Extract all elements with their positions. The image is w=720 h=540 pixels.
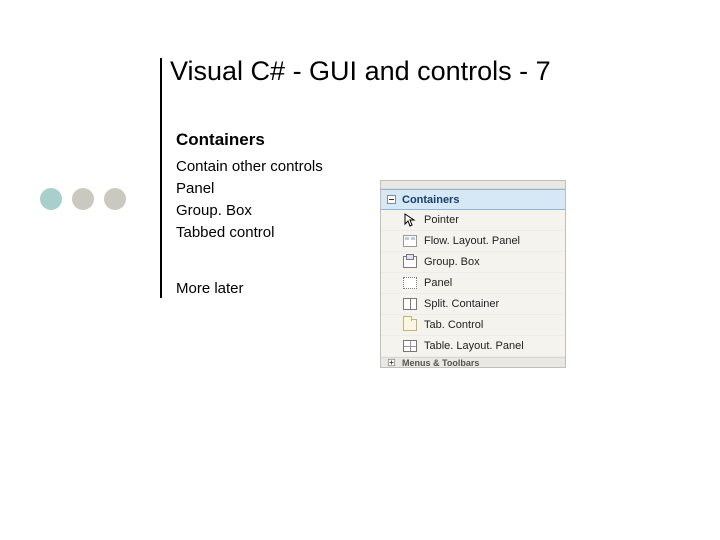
toolbox-item-tabcontrol[interactable]: Tab. Control <box>381 315 565 336</box>
tabcontrol-icon <box>402 317 418 333</box>
slide-subtitle: Containers <box>176 130 265 150</box>
title-divider <box>160 58 162 298</box>
splitcontainer-icon <box>402 296 418 312</box>
collapse-icon[interactable] <box>387 195 396 204</box>
toolbox-item-label: Tab. Control <box>424 319 483 331</box>
panel-icon <box>402 275 418 291</box>
body-line-4: Tabbed control <box>176 222 323 244</box>
toolbox-header-label: Containers <box>402 194 459 206</box>
toolbox-header-menus[interactable]: Menus & Toolbars <box>381 357 565 367</box>
body-line-1: Contain other controls <box>176 156 323 178</box>
toolbox-header-label: Menus & Toolbars <box>402 358 479 368</box>
more-later-text: More later <box>176 280 244 297</box>
slide-title: Visual C# - GUI and controls - 7 <box>170 56 551 87</box>
toolbox-item-label: Split. Container <box>424 298 499 310</box>
dot-1 <box>40 188 62 210</box>
slide-body: Contain other controls Panel Group. Box … <box>176 156 323 244</box>
toolbox-item-groupbox[interactable]: Group. Box <box>381 252 565 273</box>
toolbox-item-flowlayoutpanel[interactable]: Flow. Layout. Panel <box>381 231 565 252</box>
toolbox-truncated-top <box>381 181 565 189</box>
toolbox-item-label: Table. Layout. Panel <box>424 340 524 352</box>
toolbox-item-label: Group. Box <box>424 256 480 268</box>
toolbox-item-label: Panel <box>424 277 452 289</box>
pointer-icon <box>402 212 418 228</box>
toolbox-panel: Containers Pointer Flow. Layout. Panel G… <box>380 180 566 368</box>
groupbox-icon <box>402 254 418 270</box>
toolbox-item-label: Pointer <box>424 214 459 226</box>
toolbox-item-label: Flow. Layout. Panel <box>424 235 520 247</box>
toolbox-header-containers[interactable]: Containers <box>381 189 565 210</box>
flowlayout-icon <box>402 233 418 249</box>
body-line-3: Group. Box <box>176 200 323 222</box>
body-line-2: Panel <box>176 178 323 200</box>
toolbox-item-pointer[interactable]: Pointer <box>381 210 565 231</box>
toolbox-item-panel[interactable]: Panel <box>381 273 565 294</box>
dot-2 <box>72 188 94 210</box>
bullet-dots <box>40 188 126 210</box>
toolbox-item-tablelayoutpanel[interactable]: Table. Layout. Panel <box>381 336 565 357</box>
dot-3 <box>104 188 126 210</box>
tablelayout-icon <box>402 338 418 354</box>
toolbox-item-splitcontainer[interactable]: Split. Container <box>381 294 565 315</box>
expand-icon[interactable] <box>388 359 395 366</box>
